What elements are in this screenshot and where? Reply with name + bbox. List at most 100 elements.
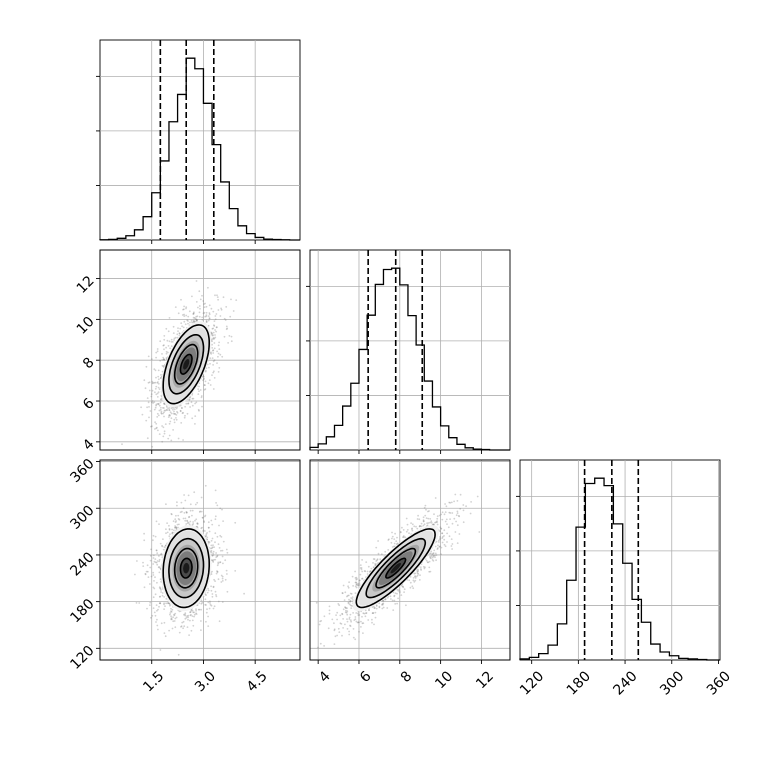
sample-point <box>356 578 358 580</box>
sample-point <box>152 557 155 559</box>
sample-point <box>443 538 446 541</box>
sample-point <box>204 370 207 373</box>
sample-point <box>419 525 421 527</box>
sample-point <box>167 351 169 354</box>
sample-point <box>149 601 152 604</box>
sample-point <box>181 325 184 328</box>
sample-point <box>208 366 210 369</box>
sample-point <box>183 320 186 323</box>
sample-point <box>205 315 208 318</box>
sample-point <box>202 378 205 381</box>
sample-point <box>348 616 351 619</box>
sample-point <box>205 534 208 537</box>
sample-point <box>175 407 178 410</box>
sample-point <box>405 604 407 607</box>
sample-point <box>155 422 158 425</box>
sample-point <box>203 311 206 314</box>
sample-point <box>153 611 156 614</box>
sample-point <box>200 629 202 631</box>
sample-point <box>358 579 361 582</box>
sample-point <box>393 538 396 540</box>
sample-point <box>354 616 357 618</box>
sample-point <box>149 410 152 412</box>
sample-point <box>346 620 349 623</box>
sample-point <box>417 570 419 573</box>
sample-point <box>176 333 179 336</box>
sample-point <box>175 616 178 619</box>
sample-point <box>174 306 177 308</box>
sample-point <box>199 298 202 301</box>
sample-point <box>230 340 233 343</box>
sample-point <box>216 326 218 329</box>
sample-point <box>170 607 172 610</box>
sample-point <box>170 407 173 410</box>
sample-point <box>196 522 199 525</box>
sample-point <box>195 608 197 611</box>
sample-point <box>372 562 374 564</box>
sample-point <box>170 341 173 343</box>
sample-point <box>204 315 207 318</box>
sample-point <box>398 590 401 593</box>
sample-point <box>448 535 451 538</box>
sample-point <box>186 626 189 628</box>
sample-point <box>214 294 216 297</box>
sample-point <box>181 314 184 316</box>
sample-point <box>174 336 177 339</box>
sample-point <box>195 609 198 612</box>
sample-point <box>212 327 215 330</box>
sample-point <box>220 581 223 583</box>
sample-point <box>214 518 217 521</box>
sample-point <box>220 549 222 552</box>
sample-point <box>217 578 220 581</box>
sample-point <box>157 382 160 385</box>
sample-point <box>158 560 161 563</box>
sample-point <box>200 395 203 397</box>
sample-point <box>328 612 331 615</box>
sample-point <box>365 561 368 563</box>
sample-point <box>337 627 340 630</box>
sample-point <box>391 546 394 548</box>
sample-point <box>217 561 220 564</box>
sample-point <box>165 350 168 353</box>
sample-point <box>374 616 377 619</box>
sample-point <box>169 533 171 535</box>
sample-point <box>445 518 448 521</box>
sample-point <box>178 631 181 634</box>
sample-point <box>210 547 212 550</box>
sample-point <box>159 401 162 404</box>
sample-point <box>155 351 158 354</box>
sample-point <box>420 569 422 571</box>
density-band <box>183 562 190 574</box>
sample-point <box>412 579 415 582</box>
sample-point <box>217 309 220 311</box>
sample-point <box>207 526 210 529</box>
sample-point <box>189 520 192 523</box>
sample-point <box>179 511 182 514</box>
sample-point <box>148 406 150 408</box>
sample-point <box>208 317 211 320</box>
sample-point <box>204 593 207 596</box>
sample-point <box>443 513 446 516</box>
sample-point <box>205 305 208 308</box>
sample-point <box>167 407 169 410</box>
sample-point <box>152 554 155 557</box>
sample-point <box>390 541 393 544</box>
sample-point <box>419 574 421 577</box>
sample-point <box>431 556 434 559</box>
sample-point <box>192 397 195 400</box>
sample-point <box>203 384 206 387</box>
sample-point <box>160 552 163 555</box>
sample-point <box>153 408 156 411</box>
contour-line <box>375 547 417 589</box>
sample-point <box>453 517 456 520</box>
sample-point <box>229 315 232 318</box>
sample-point <box>163 546 166 548</box>
sample-point <box>441 537 444 539</box>
sample-point <box>222 296 225 299</box>
sample-point <box>186 520 189 523</box>
sample-point <box>203 377 206 380</box>
sample-point <box>345 607 347 609</box>
sample-point <box>223 335 226 338</box>
sample-point <box>425 517 428 519</box>
sample-point <box>404 536 407 539</box>
